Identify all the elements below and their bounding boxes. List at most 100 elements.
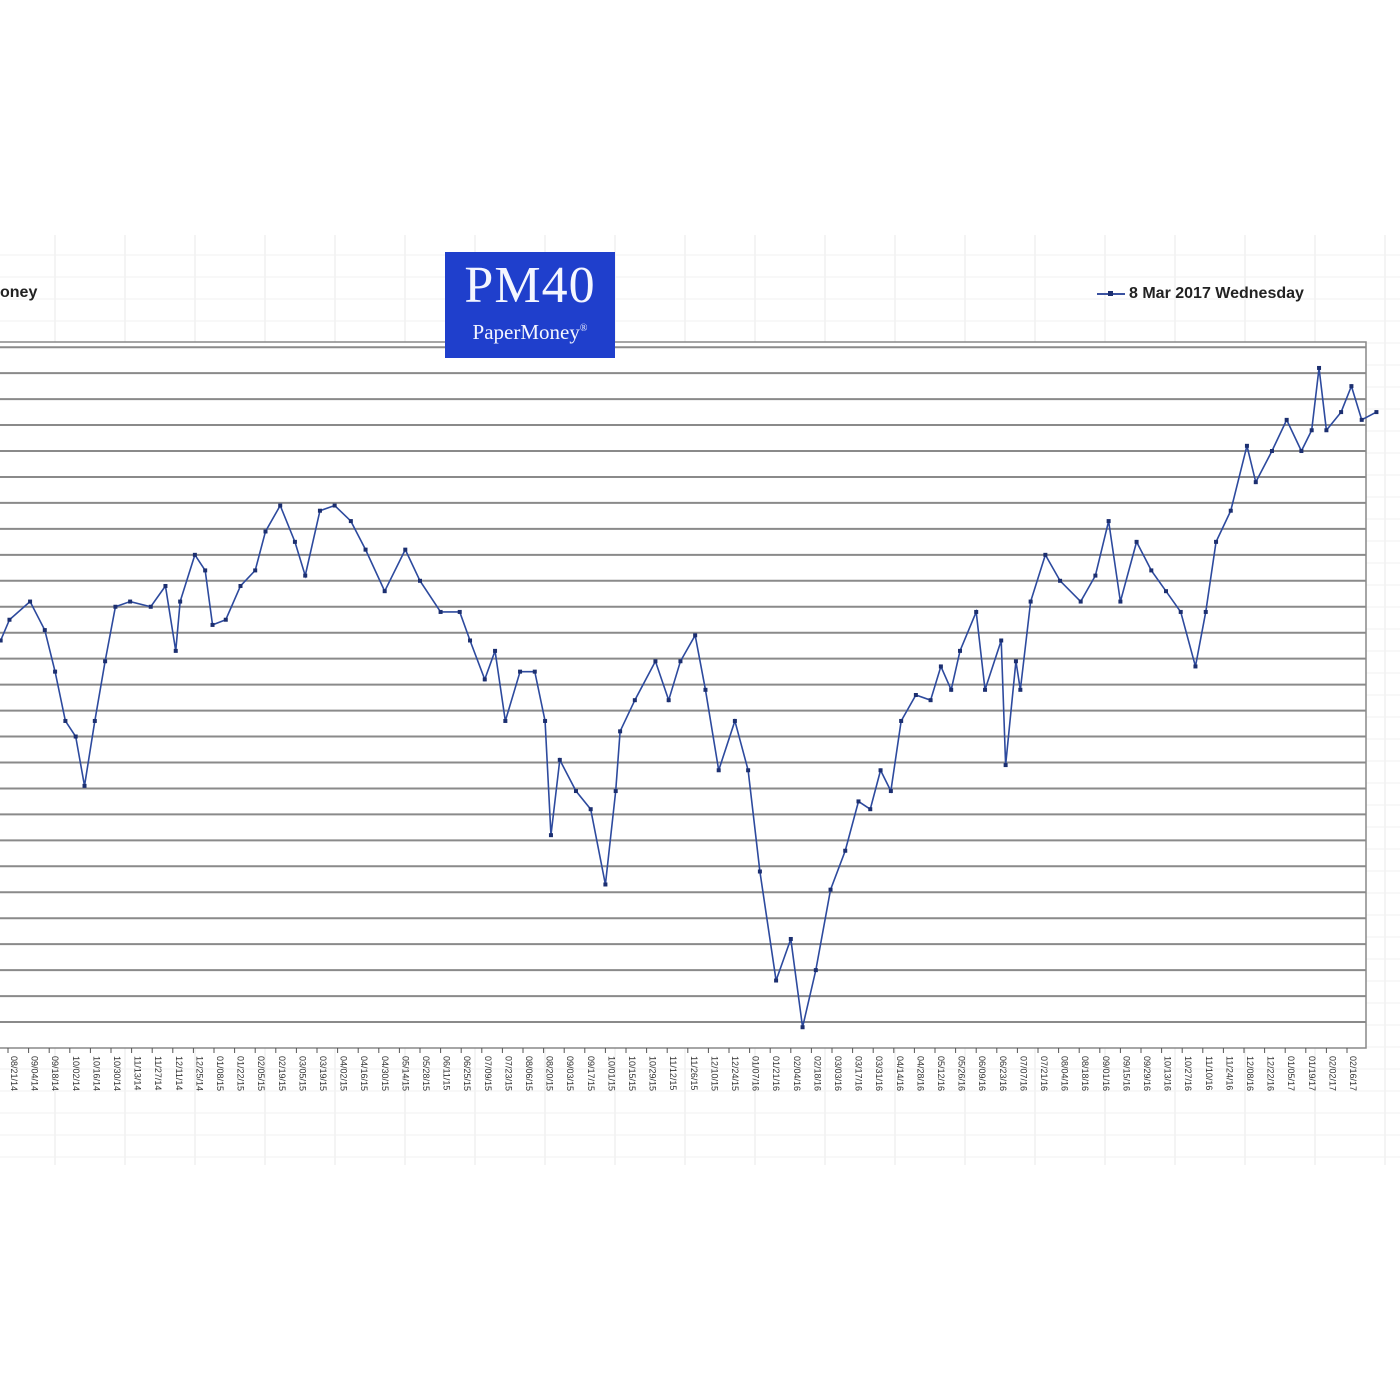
data-point [703,687,708,692]
x-tick-label: 11/24/16 [1224,1056,1234,1090]
data-point [7,617,12,622]
x-tick-label: 07/09/15 [483,1056,493,1091]
x-tick-label: 02/04/16 [792,1056,802,1091]
data-point [678,659,683,664]
data-point [210,622,215,627]
data-point [0,638,3,643]
data-point [1093,573,1098,578]
data-point [757,869,762,874]
x-tick-label: 01/08/15 [215,1056,225,1091]
data-point [128,599,133,604]
data-point [468,638,473,643]
x-tick-label: 08/06/15 [524,1056,534,1091]
x-tick-label: 12/08/16 [1245,1056,1255,1091]
data-point [253,568,258,573]
x-tick-label: 08/20/15 [545,1056,555,1091]
x-tick-label: 10/30/14 [112,1056,122,1091]
x-tick-label: 12/24/15 [730,1056,740,1091]
data-point [938,664,943,669]
data-point [163,583,168,588]
data-point [732,718,737,723]
data-point [888,789,893,794]
data-point [856,799,861,804]
data-point [1058,578,1063,583]
x-tick-label: 07/07/16 [1018,1056,1028,1091]
data-point [1134,539,1139,544]
data-point [1269,449,1274,454]
x-tick-label: 10/27/16 [1183,1056,1193,1091]
x-tick-label: 02/05/15 [256,1056,266,1091]
data-point [292,539,297,544]
data-point [42,628,47,633]
data-point [418,578,422,583]
data-point [503,718,508,723]
x-tick-label: 04/28/16 [915,1056,925,1091]
x-tick-label: 10/29/15 [648,1056,658,1091]
data-point [603,882,608,887]
legend-line-swatch-icon [1097,291,1125,296]
data-point [263,529,268,534]
data-point [746,768,751,773]
x-tick-label: 06/09/16 [977,1056,987,1091]
x-tick-label: 08/21/14 [9,1056,19,1091]
logo-subtitle-text: PaperMoney [472,320,580,344]
data-point [73,734,78,739]
data-point [1339,410,1344,415]
data-point [493,648,498,653]
data-point [1284,417,1289,422]
data-point [1003,763,1008,768]
x-tick-label: 12/11/14 [174,1056,184,1090]
data-point [543,718,548,723]
data-point [348,519,353,524]
data-point [573,789,578,794]
data-point [548,833,553,838]
x-tick-label: 01/22/15 [236,1056,246,1091]
data-point [693,633,698,638]
data-point [1106,519,1111,524]
data-point [1374,410,1379,415]
data-point [457,609,462,614]
x-tick-label: 11/27/14 [153,1056,163,1090]
data-point [363,547,368,552]
data-point [332,503,337,508]
data-point [1013,659,1018,664]
data-point [192,552,197,557]
data-point [868,807,873,812]
x-tick-label: 06/23/16 [998,1056,1008,1091]
x-tick-label: 03/19/15 [318,1056,328,1091]
data-point [878,768,883,773]
legend: 8 Mar 2017 Wednesday [1097,285,1304,303]
data-point [788,936,793,941]
data-point [178,599,183,604]
data-point [1324,428,1329,433]
data-point [913,693,918,697]
x-tick-label: 03/31/16 [874,1056,884,1091]
data-point [382,589,387,594]
data-point [532,669,537,674]
data-point [813,968,818,973]
x-tick-label: 09/17/15 [586,1056,596,1091]
x-axis-ticks: 08/21/14 09/04/14 09/18/14 10/02/14 10/16/14… [7,1048,1358,1091]
data-point [983,687,988,692]
x-tick-label: 03/17/16 [854,1056,864,1091]
data-point [613,789,618,794]
x-tick-label: 02/02/17 [1327,1056,1337,1091]
x-tick-label: 09/03/15 [565,1056,575,1091]
data-point [173,648,178,653]
data-point [403,547,408,552]
data-point [632,698,637,703]
x-tick-label: 04/16/15 [359,1056,369,1091]
x-tick-label: 04/02/15 [339,1056,349,1091]
registered-mark: ® [579,323,588,334]
data-point [238,583,243,588]
data-point [1118,599,1123,604]
x-tick-label: 01/19/17 [1307,1056,1317,1091]
data-point [1253,480,1258,485]
x-tick-label: 11/26/15 [689,1056,699,1090]
data-point [1028,599,1033,604]
data-point [278,503,283,508]
x-tick-label: 05/28/15 [421,1056,431,1091]
plot-area [0,341,1367,1049]
data-point [949,687,954,692]
x-tick-label: 10/16/14 [91,1056,101,1091]
